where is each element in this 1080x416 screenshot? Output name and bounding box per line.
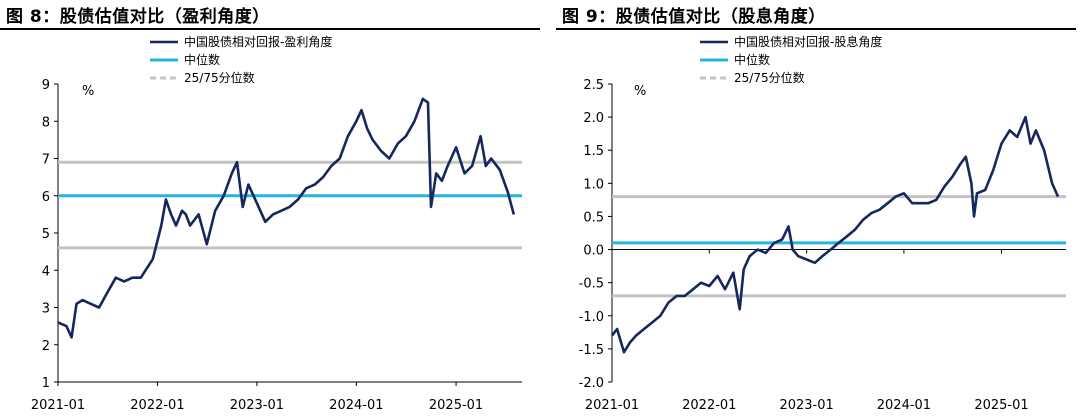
y-tick-label: 4 <box>42 264 50 279</box>
y-tick-label: 1.5 <box>583 144 604 159</box>
y-tick-label: 1.0 <box>583 177 604 192</box>
figure-8-panel: 图 8：股债估值对比（盈利角度） 1 2 3 4 5 6 7 8 9 2021-01 2022-01… <box>0 7 540 413</box>
legend-label: 中位数 <box>184 52 220 67</box>
y-tick-label: 0.5 <box>583 210 604 225</box>
figure-8-title-rule <box>0 28 540 30</box>
y-tick-label: 5 <box>42 227 50 242</box>
x-tick-label: 2021-01 <box>31 398 85 413</box>
legend-label: 中位数 <box>734 52 770 67</box>
y-tick-label: -1.0 <box>579 310 604 325</box>
legend-label: 中国股债相对回报-盈利角度 <box>184 34 332 49</box>
unit-label: % <box>82 84 94 99</box>
x-tick-label: 2024-01 <box>329 398 383 413</box>
x-tick-label: 2025-01 <box>974 398 1028 413</box>
y-tick-label: 2.0 <box>583 111 604 126</box>
series-line <box>57 97 516 339</box>
y-tick-label: 8 <box>42 115 50 130</box>
y-tick-label: 0.0 <box>583 244 604 259</box>
y-tick-label: 6 <box>42 190 50 205</box>
y-tick-label: 1 <box>42 376 50 391</box>
y-tick-label: 9 <box>42 78 50 93</box>
figure-8-chart: 1 2 3 4 5 6 7 8 9 2021-01 2022-01 2023-01 2024-01 202… <box>31 34 522 413</box>
figure-9-panel: 图 9：股债估值对比（股息角度） -2.0 -1.5 -1.0 -0.5 0.0 0.5 1… <box>556 0 1080 416</box>
y-tick-label: 7 <box>42 153 50 168</box>
figure-9-title-rule <box>556 28 1076 30</box>
legend-label: 25/75分位数 <box>184 70 255 85</box>
x-tick-label: 2025-01 <box>429 398 483 413</box>
x-tick-label: 2021-01 <box>585 398 639 413</box>
x-tick-label: 2024-01 <box>877 398 931 413</box>
figure-9-title: 图 9：股债估值对比（股息角度） <box>562 7 826 27</box>
y-tick-label: -2.0 <box>579 376 604 391</box>
y-tick-label: 2.5 <box>583 78 604 93</box>
y-tick-label: -0.5 <box>579 277 604 292</box>
legend-label: 中国股债相对回报-股息角度 <box>734 34 882 49</box>
figure-8-title: 图 8：股债估值对比（盈利角度） <box>6 7 270 27</box>
series-line <box>610 115 1060 354</box>
x-tick-label: 2022-01 <box>130 398 184 413</box>
x-tick-label: 2023-01 <box>779 398 833 413</box>
legend-label: 25/75分位数 <box>734 70 805 85</box>
y-tick-label: 3 <box>42 302 50 317</box>
figure-9-chart: -2.0 -1.5 -1.0 -0.5 0.0 0.5 1.0 1.5 2.0 2.5 2021-0… <box>579 34 1066 413</box>
x-tick-label: 2022-01 <box>682 398 736 413</box>
y-tick-label: -1.5 <box>579 343 604 358</box>
unit-label: % <box>634 84 646 99</box>
x-tick-label: 2023-01 <box>230 398 284 413</box>
y-tick-label: 2 <box>42 339 50 354</box>
